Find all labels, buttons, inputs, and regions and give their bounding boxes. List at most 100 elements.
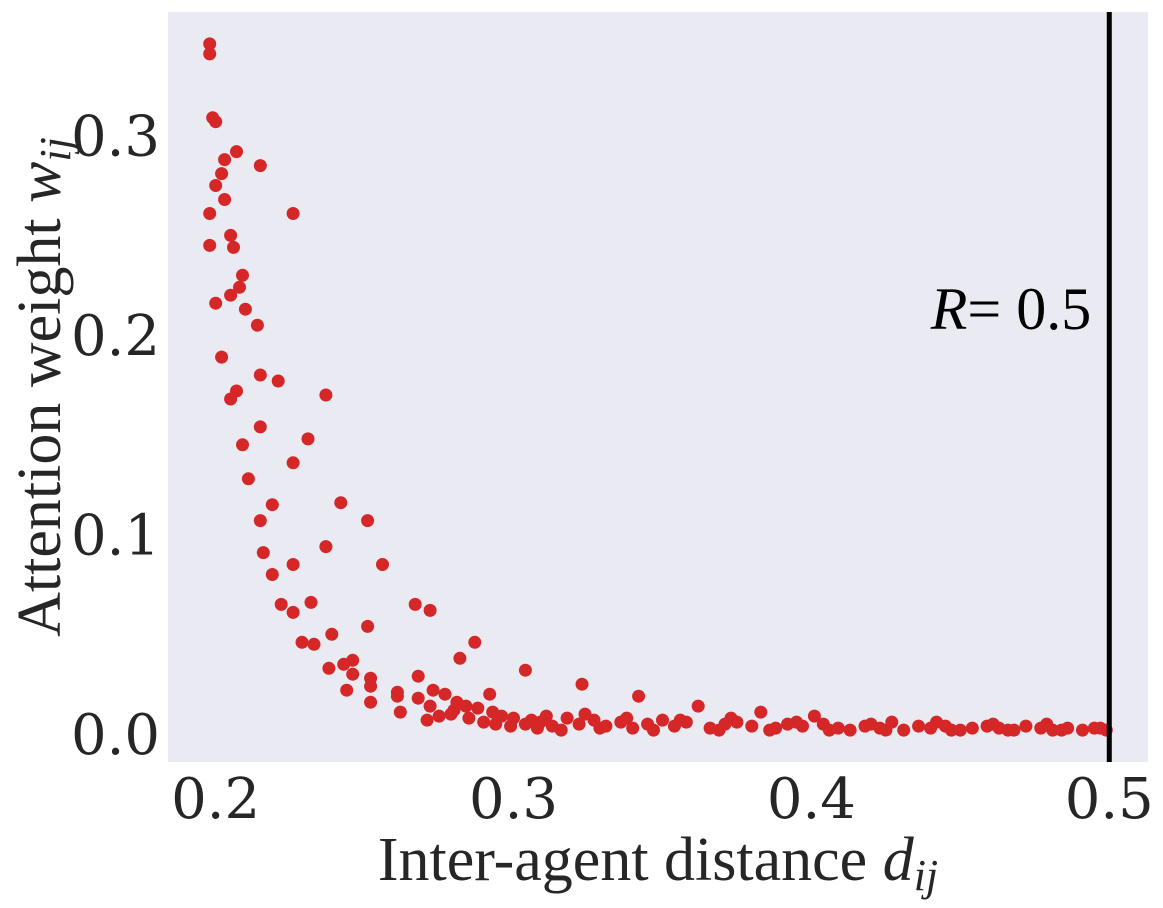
data-point: [253, 514, 267, 528]
data-point: [295, 635, 309, 649]
data-point: [1019, 719, 1033, 733]
data-point: [364, 679, 378, 693]
data-point: [483, 687, 497, 701]
data-point: [632, 689, 646, 703]
data-point: [539, 709, 553, 723]
data-point: [530, 721, 544, 735]
data-point: [593, 721, 607, 735]
data-point: [432, 709, 446, 723]
data-point: [1001, 723, 1015, 737]
data-point: [620, 711, 634, 725]
data-point: [361, 619, 375, 633]
data-point: [203, 238, 217, 252]
data-point: [319, 540, 333, 554]
data-point: [376, 558, 389, 571]
data-point: [203, 47, 217, 61]
data-point: [250, 318, 264, 332]
data-point: [361, 514, 375, 528]
data-point: [745, 719, 759, 733]
data-point: [224, 392, 238, 406]
threshold-annotation: R= 0.5: [930, 276, 1092, 342]
data-point: [230, 145, 243, 159]
data-point: [1055, 723, 1069, 737]
data-point: [325, 627, 339, 641]
data-point: [673, 713, 687, 727]
data-point: [754, 705, 768, 719]
data-point: [438, 687, 452, 701]
data-point: [307, 637, 321, 651]
data-point: [286, 456, 300, 470]
data-point: [304, 595, 318, 609]
data-point: [420, 713, 434, 727]
data-point: [459, 699, 473, 713]
data-point: [691, 699, 705, 713]
data-point: [218, 153, 232, 167]
y-tick-labels: 0.0 0.1 0.2 0.3: [71, 105, 160, 768]
data-point: [209, 179, 223, 192]
data-point: [626, 721, 640, 735]
y-tick-label: 0.0: [71, 703, 160, 768]
data-point: [203, 37, 217, 51]
data-point: [253, 368, 267, 382]
data-point: [364, 695, 378, 709]
data-point: [965, 721, 979, 735]
data-point: [241, 472, 255, 486]
data-point: [822, 723, 836, 737]
data-point: [944, 723, 958, 737]
data-point: [238, 302, 252, 316]
data-point: [271, 374, 285, 388]
data-point: [224, 228, 238, 242]
data-point: [209, 115, 223, 129]
data-point: [423, 699, 437, 713]
x-tick-label: 0.2: [171, 767, 260, 832]
data-point: [864, 717, 878, 731]
data-point: [518, 663, 532, 677]
data-point: [790, 715, 803, 729]
data-point: [1076, 723, 1089, 737]
data-point: [233, 280, 246, 294]
data-point: [215, 350, 229, 364]
x-tick-label: 0.5: [1065, 767, 1154, 832]
data-point: [319, 388, 333, 402]
data-point: [322, 661, 336, 675]
data-point: [301, 432, 315, 446]
data-point: [265, 568, 279, 581]
data-point: [897, 723, 911, 737]
data-point: [423, 603, 437, 617]
data-point: [337, 657, 351, 671]
data-point: [224, 288, 238, 302]
data-point: [227, 240, 240, 254]
data-point: [578, 707, 592, 721]
data-point: [340, 683, 354, 697]
data-point: [215, 167, 229, 181]
data-point: [408, 597, 422, 611]
data-point: [843, 723, 857, 737]
data-point: [656, 713, 669, 727]
data-point: [1040, 717, 1054, 731]
data-point: [256, 546, 270, 560]
x-axis-label: Inter-agent distance dij: [378, 826, 938, 900]
data-point: [560, 711, 574, 725]
data-point: [346, 667, 360, 681]
data-point: [393, 705, 407, 719]
y-tick-label: 0.2: [71, 304, 160, 369]
data-point: [572, 717, 586, 731]
data-points: [203, 37, 1113, 737]
data-point: [334, 496, 348, 510]
data-point: [236, 268, 249, 282]
data-point: [274, 597, 288, 611]
data-point: [724, 711, 738, 725]
data-point: [468, 635, 482, 649]
data-point: [286, 558, 300, 571]
data-point: [712, 723, 726, 737]
data-point: [265, 498, 279, 512]
data-point: [953, 723, 967, 737]
data-point: [477, 715, 491, 729]
data-point: [1093, 721, 1107, 735]
data-point: [518, 717, 532, 731]
y-axis-label: Attention weight wij: [6, 137, 80, 637]
x-tick-labels: 0.2 0.3 0.4 0.5: [171, 767, 1154, 832]
data-point: [462, 711, 476, 725]
data-point: [253, 420, 267, 434]
